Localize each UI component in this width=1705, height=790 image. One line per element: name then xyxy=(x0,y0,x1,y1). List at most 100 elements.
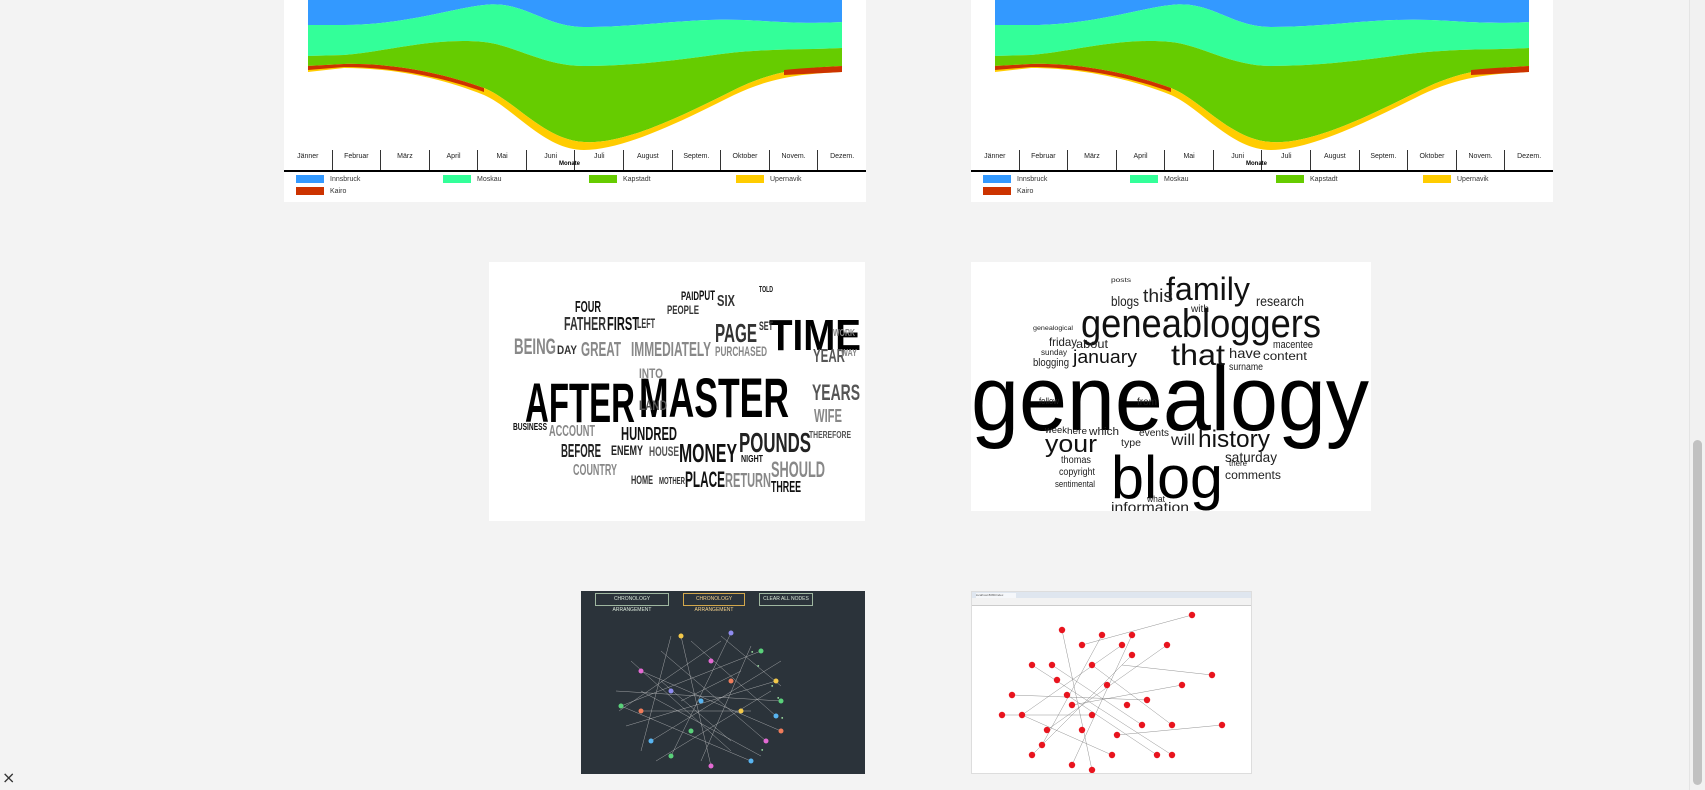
legend-item: Kapstadt xyxy=(589,175,651,183)
network-graph-card-dark[interactable]: CHRONOLOGY ARRANGEMENT CHRONOLOGY ARRANG… xyxy=(581,591,865,774)
word: genealogy xyxy=(971,348,1369,450)
word: PAID xyxy=(681,289,699,303)
streamgraph-chart xyxy=(995,0,1529,150)
word: BEFORE xyxy=(561,441,601,461)
word: WAY xyxy=(841,348,857,359)
legend-item: Kairo xyxy=(296,187,346,195)
legend: Innsbruck Moskau Kapstadt Upernavik Kair… xyxy=(983,175,1553,197)
word: PLACE xyxy=(685,467,725,492)
word: have xyxy=(1229,345,1261,361)
browser-address-bar[interactable] xyxy=(972,598,1251,606)
word: BEING xyxy=(514,334,556,359)
word: geneabloggers xyxy=(1081,302,1321,346)
axis-title: Monate xyxy=(1246,161,1267,167)
month-label: März xyxy=(381,150,430,170)
streamgraph-card-1[interactable]: Jänner Februar März April Mai Juni Juli … xyxy=(284,0,866,202)
page-scrollbar[interactable] xyxy=(1689,0,1705,790)
word: COUNTRY xyxy=(573,462,617,479)
word: sentimental xyxy=(1055,479,1095,489)
word: YEARS xyxy=(812,380,860,405)
word: family xyxy=(1166,271,1250,307)
word: blogs xyxy=(1111,293,1139,309)
legend-item: Moskau xyxy=(443,175,502,183)
browser-tab[interactable]: localhost:8080/index xyxy=(976,593,1016,598)
word: friday xyxy=(1049,335,1077,349)
word: research xyxy=(1256,293,1304,309)
month-label: Juli xyxy=(1262,150,1312,170)
word: content xyxy=(1263,349,1308,363)
word: about xyxy=(1076,337,1109,351)
word: WIFE xyxy=(814,406,842,426)
legend: Innsbruck Moskau Kapstadt Upernavik Kair… xyxy=(296,175,866,197)
streamgraph-chart xyxy=(308,0,842,150)
word: blog xyxy=(1111,444,1223,511)
word: LAND xyxy=(639,397,667,413)
close-icon[interactable]: × xyxy=(2,768,16,787)
word: history xyxy=(1198,426,1270,453)
month-label: Novem. xyxy=(770,150,819,170)
word: HOME xyxy=(631,473,653,487)
word: type xyxy=(1121,438,1141,449)
month-label: Jänner xyxy=(971,150,1020,170)
month-label: Juni xyxy=(1214,150,1263,170)
month-label: Mai xyxy=(1165,150,1214,170)
word: sunday xyxy=(1041,348,1067,357)
chronology-button-1[interactable]: CHRONOLOGY ARRANGEMENT xyxy=(595,593,669,613)
word: saturday xyxy=(1225,449,1277,465)
word: thomas xyxy=(1061,455,1091,466)
word: AFTER xyxy=(525,371,635,434)
month-label: Mai xyxy=(478,150,527,170)
clear-nodes-button[interactable]: CLEAR ALL NODES xyxy=(759,593,813,606)
word: INTO xyxy=(639,365,663,381)
month-axis: Jänner Februar März April Mai Juni Juli … xyxy=(284,150,866,172)
word: LEFT xyxy=(637,315,655,331)
word: PURCHASED xyxy=(715,343,767,359)
svg-text:●: ● xyxy=(757,663,760,668)
month-label: Jänner xyxy=(284,150,333,170)
month-label: Februar xyxy=(333,150,382,170)
word: MONEY xyxy=(679,438,737,468)
streamgraph-card-2[interactable]: Jänner Februar März April Mai Juni Juli … xyxy=(971,0,1553,202)
word: POUNDS xyxy=(739,427,811,458)
scrollbar-thumb[interactable] xyxy=(1693,440,1702,785)
month-label: August xyxy=(624,150,673,170)
wordcloud-image: AFTER MASTER TIME POUNDS MONEY HUNDRED P… xyxy=(513,285,861,496)
word: this xyxy=(1143,286,1173,306)
word: your xyxy=(1045,431,1097,458)
word: HOUSE xyxy=(649,443,679,459)
axis-title: Monate xyxy=(559,161,580,167)
legend-item: Upernavik xyxy=(1423,175,1489,183)
word: copyright xyxy=(1059,467,1095,478)
word: TOLD xyxy=(759,285,773,294)
word: blogging xyxy=(1033,357,1069,369)
legend-item: Innsbruck xyxy=(296,175,360,183)
word: january xyxy=(1072,347,1137,367)
word: comments xyxy=(1225,468,1281,482)
month-label: Juni xyxy=(527,150,576,170)
month-axis: Jänner Februar März April Mai Juni Juli … xyxy=(971,150,1553,172)
month-label: Juli xyxy=(575,150,625,170)
word: here xyxy=(1067,426,1087,436)
wordcloud-card-1[interactable]: AFTER MASTER TIME POUNDS MONEY HUNDRED P… xyxy=(489,262,865,521)
word: will xyxy=(1170,432,1195,449)
word: NIGHT xyxy=(741,454,763,465)
month-label: März xyxy=(1068,150,1117,170)
legend-item: Kairo xyxy=(983,187,1033,195)
word: events xyxy=(1139,428,1169,439)
legend-item: Upernavik xyxy=(736,175,802,183)
word: IMMEDIATELY xyxy=(631,339,711,361)
month-label: Oktober xyxy=(721,150,770,170)
legend-item: Moskau xyxy=(1130,175,1189,183)
svg-text:●: ● xyxy=(771,683,774,688)
network-graph-card-light[interactable]: localhost:8080/index xyxy=(971,591,1252,774)
wordcloud-card-2[interactable]: genealogy blog geneabloggers family hist… xyxy=(971,262,1371,511)
month-label: Dezem. xyxy=(1517,153,1542,160)
month-label: Oktober xyxy=(1408,150,1457,170)
month-label: Novem. xyxy=(1457,150,1506,170)
word: SET xyxy=(759,319,773,333)
word: TIME xyxy=(769,311,861,360)
word: information xyxy=(1111,499,1189,511)
svg-text:●: ● xyxy=(781,715,784,720)
chronology-button-2[interactable]: CHRONOLOGY ARRANGEMENT xyxy=(683,593,745,613)
word: RETURN xyxy=(725,470,771,492)
